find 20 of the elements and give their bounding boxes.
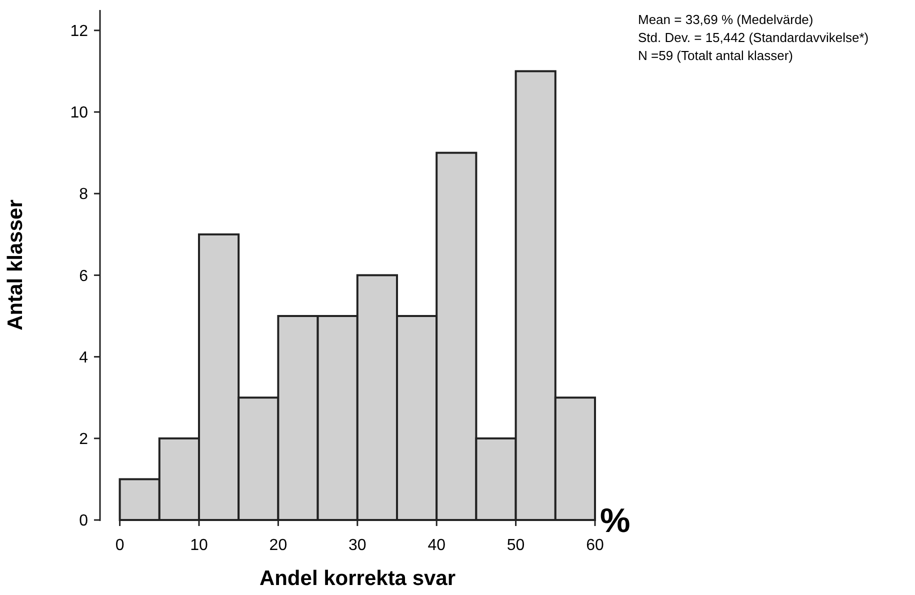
x-tick-label: 30 <box>348 537 366 554</box>
text: % <box>600 502 630 540</box>
x-tick-label: 50 <box>506 537 525 554</box>
y-tick-label: 8 <box>79 186 88 204</box>
x-tick-label: 0 <box>115 537 124 554</box>
y-tick-label: 12 <box>70 23 88 40</box>
text: N =59 (Totalt antal klasser) <box>638 48 793 63</box>
y-tick-label: 6 <box>79 268 88 285</box>
x-tick-label: 20 <box>269 537 288 554</box>
y-axis-title: Antal klasser <box>4 200 27 330</box>
y-tick-label: 2 <box>79 431 88 448</box>
y-tick-label: 0 <box>79 512 88 530</box>
y-tick-label: 10 <box>70 104 88 122</box>
text: Std. Dev. = 15,442 (Standardavvikelse*) <box>638 30 869 45</box>
text: Mean = 33,69 % (Medelvärde) <box>638 12 814 27</box>
x-axis-title: Andel korrekta svar <box>259 567 456 590</box>
x-tick-label: 10 <box>190 537 208 554</box>
y-tick-label: 4 <box>79 349 88 366</box>
x-tick-label: 60 <box>586 537 604 554</box>
x-tick-label: 40 <box>428 537 446 554</box>
